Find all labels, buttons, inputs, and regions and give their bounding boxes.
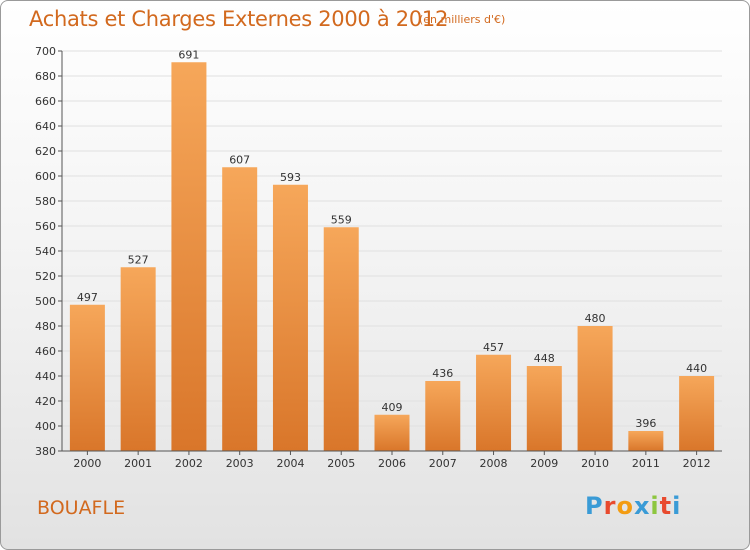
x-tick-label-2000: 2000 bbox=[73, 457, 101, 470]
bar-2012 bbox=[679, 376, 715, 451]
bar-2001 bbox=[120, 267, 156, 451]
bar-2003 bbox=[222, 167, 258, 451]
data-label-2009: 448 bbox=[534, 352, 555, 365]
bar-2004 bbox=[272, 184, 308, 451]
y-tick-label: 520 bbox=[35, 270, 56, 283]
x-tick-label-2002: 2002 bbox=[175, 457, 203, 470]
bar-2011 bbox=[628, 431, 664, 451]
logo-letter: P bbox=[585, 492, 604, 520]
axes: 380 400 420 440 460 480 500 520 540 560 580 600 620 6… bbox=[35, 45, 722, 470]
data-label-2002: 691 bbox=[178, 48, 199, 61]
y-tick-label: 440 bbox=[35, 370, 56, 383]
data-label-2005: 559 bbox=[331, 213, 352, 226]
bar-2010 bbox=[577, 326, 613, 451]
y-tick-label: 540 bbox=[35, 245, 56, 258]
x-tick-label-2012: 2012 bbox=[683, 457, 711, 470]
bars: 497 527 691 607 593 559 409 436 457 448 480 396 440 bbox=[69, 48, 715, 451]
logo-letter: t bbox=[659, 492, 673, 520]
x-tick-label-2001: 2001 bbox=[124, 457, 152, 470]
logo-letter: x bbox=[633, 492, 651, 520]
y-tick-label: 660 bbox=[35, 95, 56, 108]
y-tick-label: 580 bbox=[35, 195, 56, 208]
y-tick-label: 620 bbox=[35, 145, 56, 158]
bar-2008 bbox=[476, 354, 512, 451]
data-label-2006: 409 bbox=[382, 401, 403, 414]
y-tick-label: 420 bbox=[35, 395, 56, 408]
proxiti-logo: Proxiti bbox=[585, 492, 681, 520]
y-tick-label: 380 bbox=[35, 445, 56, 458]
x-tick-label-2003: 2003 bbox=[226, 457, 254, 470]
chart-unit: (en milliers d'€) bbox=[419, 13, 506, 26]
chart-title: Achats et Charges Externes 2000 à 2012 bbox=[29, 7, 449, 31]
x-tick-label-2005: 2005 bbox=[327, 457, 355, 470]
bar-2007 bbox=[425, 381, 461, 451]
x-tick-label-2006: 2006 bbox=[378, 457, 406, 470]
data-label-2004: 593 bbox=[280, 171, 301, 184]
y-tick-label: 460 bbox=[35, 345, 56, 358]
logo-letter: r bbox=[603, 492, 617, 520]
y-tick-label: 480 bbox=[35, 320, 56, 333]
bar-2002 bbox=[171, 62, 207, 451]
bar-2009 bbox=[526, 366, 562, 451]
x-tick-label-2004: 2004 bbox=[276, 457, 304, 470]
x-tick-label-2007: 2007 bbox=[429, 457, 457, 470]
logo-letter: i bbox=[650, 492, 660, 520]
data-label-2011: 396 bbox=[635, 417, 656, 430]
data-label-2008: 457 bbox=[483, 341, 504, 354]
data-label-2001: 527 bbox=[128, 253, 149, 266]
bar-2000 bbox=[69, 304, 105, 451]
y-tick-label: 500 bbox=[35, 295, 56, 308]
bar-2006 bbox=[374, 414, 410, 451]
x-tick-label-2009: 2009 bbox=[530, 457, 558, 470]
logo-letter: i bbox=[672, 492, 682, 520]
data-label-2007: 436 bbox=[432, 367, 453, 380]
x-tick-label-2008: 2008 bbox=[480, 457, 508, 470]
y-tick-label: 600 bbox=[35, 170, 56, 183]
y-tick-label: 700 bbox=[35, 45, 56, 58]
y-tick-label: 560 bbox=[35, 220, 56, 233]
y-tick-label: 680 bbox=[35, 70, 56, 83]
data-label-2010: 480 bbox=[585, 312, 606, 325]
x-tick-label-2011: 2011 bbox=[632, 457, 660, 470]
y-tick-label: 400 bbox=[35, 420, 56, 433]
x-tick-label-2010: 2010 bbox=[581, 457, 609, 470]
data-label-2003: 607 bbox=[229, 153, 250, 166]
grid-lines bbox=[62, 50, 722, 452]
logo-letter: o bbox=[616, 492, 634, 520]
data-label-2012: 440 bbox=[686, 362, 707, 375]
y-tick-label: 640 bbox=[35, 120, 56, 133]
bar-2005 bbox=[323, 227, 359, 451]
data-label-2000: 497 bbox=[77, 291, 98, 304]
commune-name: BOUAFLE bbox=[37, 497, 126, 519]
